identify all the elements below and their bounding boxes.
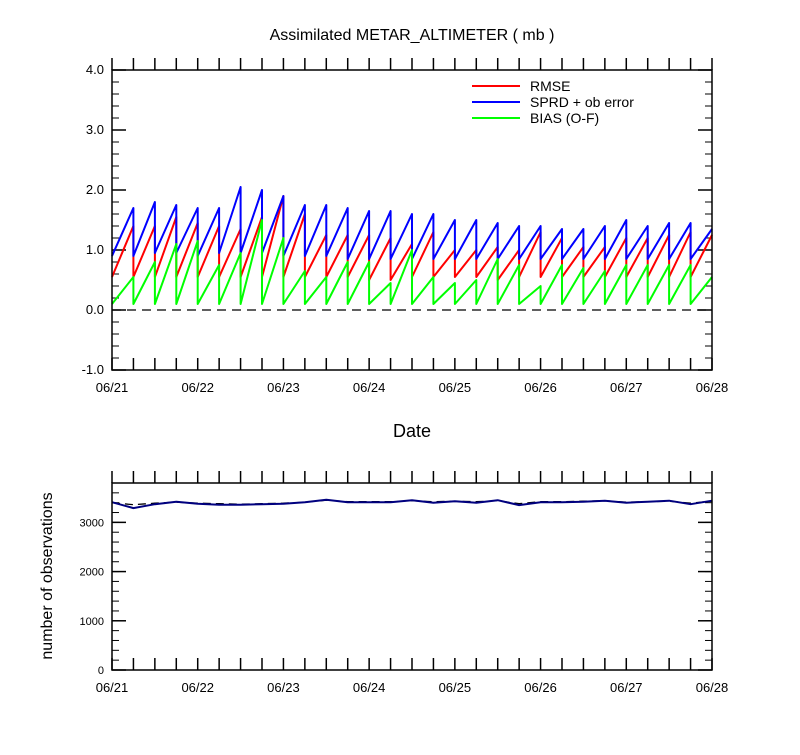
chart-title: Assimilated METAR_ALTIMETER ( mb ) (270, 27, 555, 44)
legend-label: SPRD + ob error (530, 94, 634, 110)
bottom-x-tick-labels: 06/21 06/22 06/23 06/24 06/25 06/26 06/27 06/28 (96, 680, 729, 695)
bottom-series-lines (111, 498, 713, 510)
x-tick-label: 06/24 (353, 380, 386, 395)
y-tick-label: -1.0 (82, 362, 104, 377)
y-tick-label: 2000 (80, 567, 104, 579)
x-tick-label: 06/27 (610, 680, 643, 695)
x-tick-label: 06/24 (353, 680, 386, 695)
legend-label: RMSE (530, 78, 570, 94)
x-tick-label: 06/25 (439, 680, 472, 695)
y-tick-label: 0.0 (86, 302, 104, 317)
x-tick-label: 06/26 (524, 680, 557, 695)
top-x-axis-label: Date (393, 421, 431, 441)
series-line-sprd-ob-error (111, 186, 713, 260)
series-line-bias-o-f (111, 219, 713, 305)
top-y-tick-labels: -1.0 0.0 1.0 2.0 3.0 4.0 (82, 62, 104, 377)
top-series-lines (111, 186, 713, 311)
bottom-y-axis-label: number of observations (39, 492, 56, 659)
series-line-series-1 (111, 498, 713, 510)
x-tick-label: 06/23 (267, 680, 300, 695)
x-tick-label: 06/28 (696, 680, 729, 695)
y-tick-label: 1000 (80, 616, 104, 628)
bottom-plot-frame (111, 482, 713, 671)
x-tick-label: 06/21 (96, 680, 129, 695)
x-tick-label: 06/25 (439, 380, 472, 395)
bottom-axis-ticks (111, 471, 713, 671)
y-tick-label: 2.0 (86, 182, 104, 197)
y-tick-label: 1.0 (86, 242, 104, 257)
x-tick-label: 06/21 (96, 380, 129, 395)
top-plot-frame (111, 69, 713, 371)
y-tick-label: 3.0 (86, 122, 104, 137)
x-tick-label: 06/22 (181, 680, 214, 695)
legend-label: BIAS (O-F) (530, 110, 599, 126)
y-tick-label: 0 (98, 665, 104, 677)
x-tick-label: 06/26 (524, 380, 557, 395)
x-tick-label: 06/22 (181, 380, 214, 395)
bottom-y-tick-labels: 0 1000 2000 3000 (80, 517, 104, 677)
y-tick-label: 4.0 (86, 62, 104, 77)
top-x-tick-labels: 06/21 06/22 06/23 06/24 06/25 06/26 06/27 06/28 (96, 380, 729, 395)
y-tick-label: 3000 (80, 517, 104, 529)
top-panel: Assimilated METAR_ALTIMETER ( mb ) -1.0 0… (82, 27, 729, 441)
x-tick-label: 06/23 (267, 380, 300, 395)
x-tick-label: 06/27 (610, 380, 643, 395)
x-tick-label: 06/28 (696, 380, 729, 395)
